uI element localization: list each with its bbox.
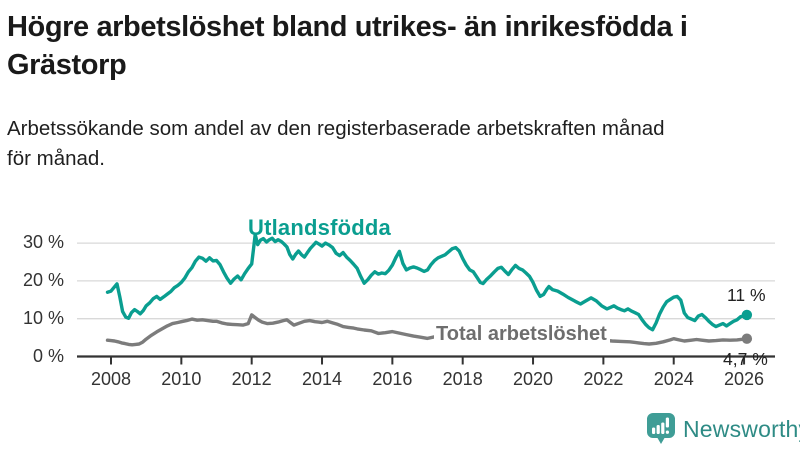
y-tick-label: 0 % (32, 345, 64, 366)
subtitle-line-2: för månad. (7, 147, 105, 170)
series-label-utlandsfodda: Utlandsfödda (248, 215, 391, 240)
x-tick-label: 2014 (301, 369, 343, 389)
chart-subtitle: Arbetssökande som andel av den registerb… (7, 114, 767, 174)
x-tick-label: 2026 (724, 369, 765, 389)
series-label-total-arbetsloshet: Total arbetslöshet (434, 323, 610, 348)
page-title: Högre arbetslöshet bland utrikes- än inr… (7, 8, 793, 84)
x-tick-label: 2012 (231, 369, 272, 389)
x-tick-label: 2024 (653, 369, 694, 389)
subtitle-line-1: Arbetssökande som andel av den registerb… (7, 117, 665, 140)
end-value-label-total: 4,7 % (723, 349, 768, 369)
newsworthy-icon (647, 413, 675, 444)
title-line-2: Grästorp (7, 49, 127, 81)
y-tick-label: 30 % (22, 232, 64, 253)
x-tick-label: 2016 (372, 369, 413, 389)
x-tick-label: 2022 (583, 369, 624, 389)
x-tick-label: 2020 (513, 369, 554, 389)
y-tick-label: 10 % (22, 307, 64, 328)
y-tick-label: 20 % (22, 269, 64, 290)
x-tick-label: 2008 (90, 369, 132, 389)
x-tick-label: 2010 (161, 369, 202, 389)
title-line-1: Högre arbetslöshet bland utrikes- än inr… (7, 11, 688, 43)
newsworthy-wordmark: Newsworthy (683, 415, 800, 442)
end-value-label-utlandsfodda: 11 % (727, 285, 766, 305)
x-tick-label: 2018 (442, 369, 483, 389)
newsworthy-logo[interactable]: Newsworthy (646, 412, 800, 446)
